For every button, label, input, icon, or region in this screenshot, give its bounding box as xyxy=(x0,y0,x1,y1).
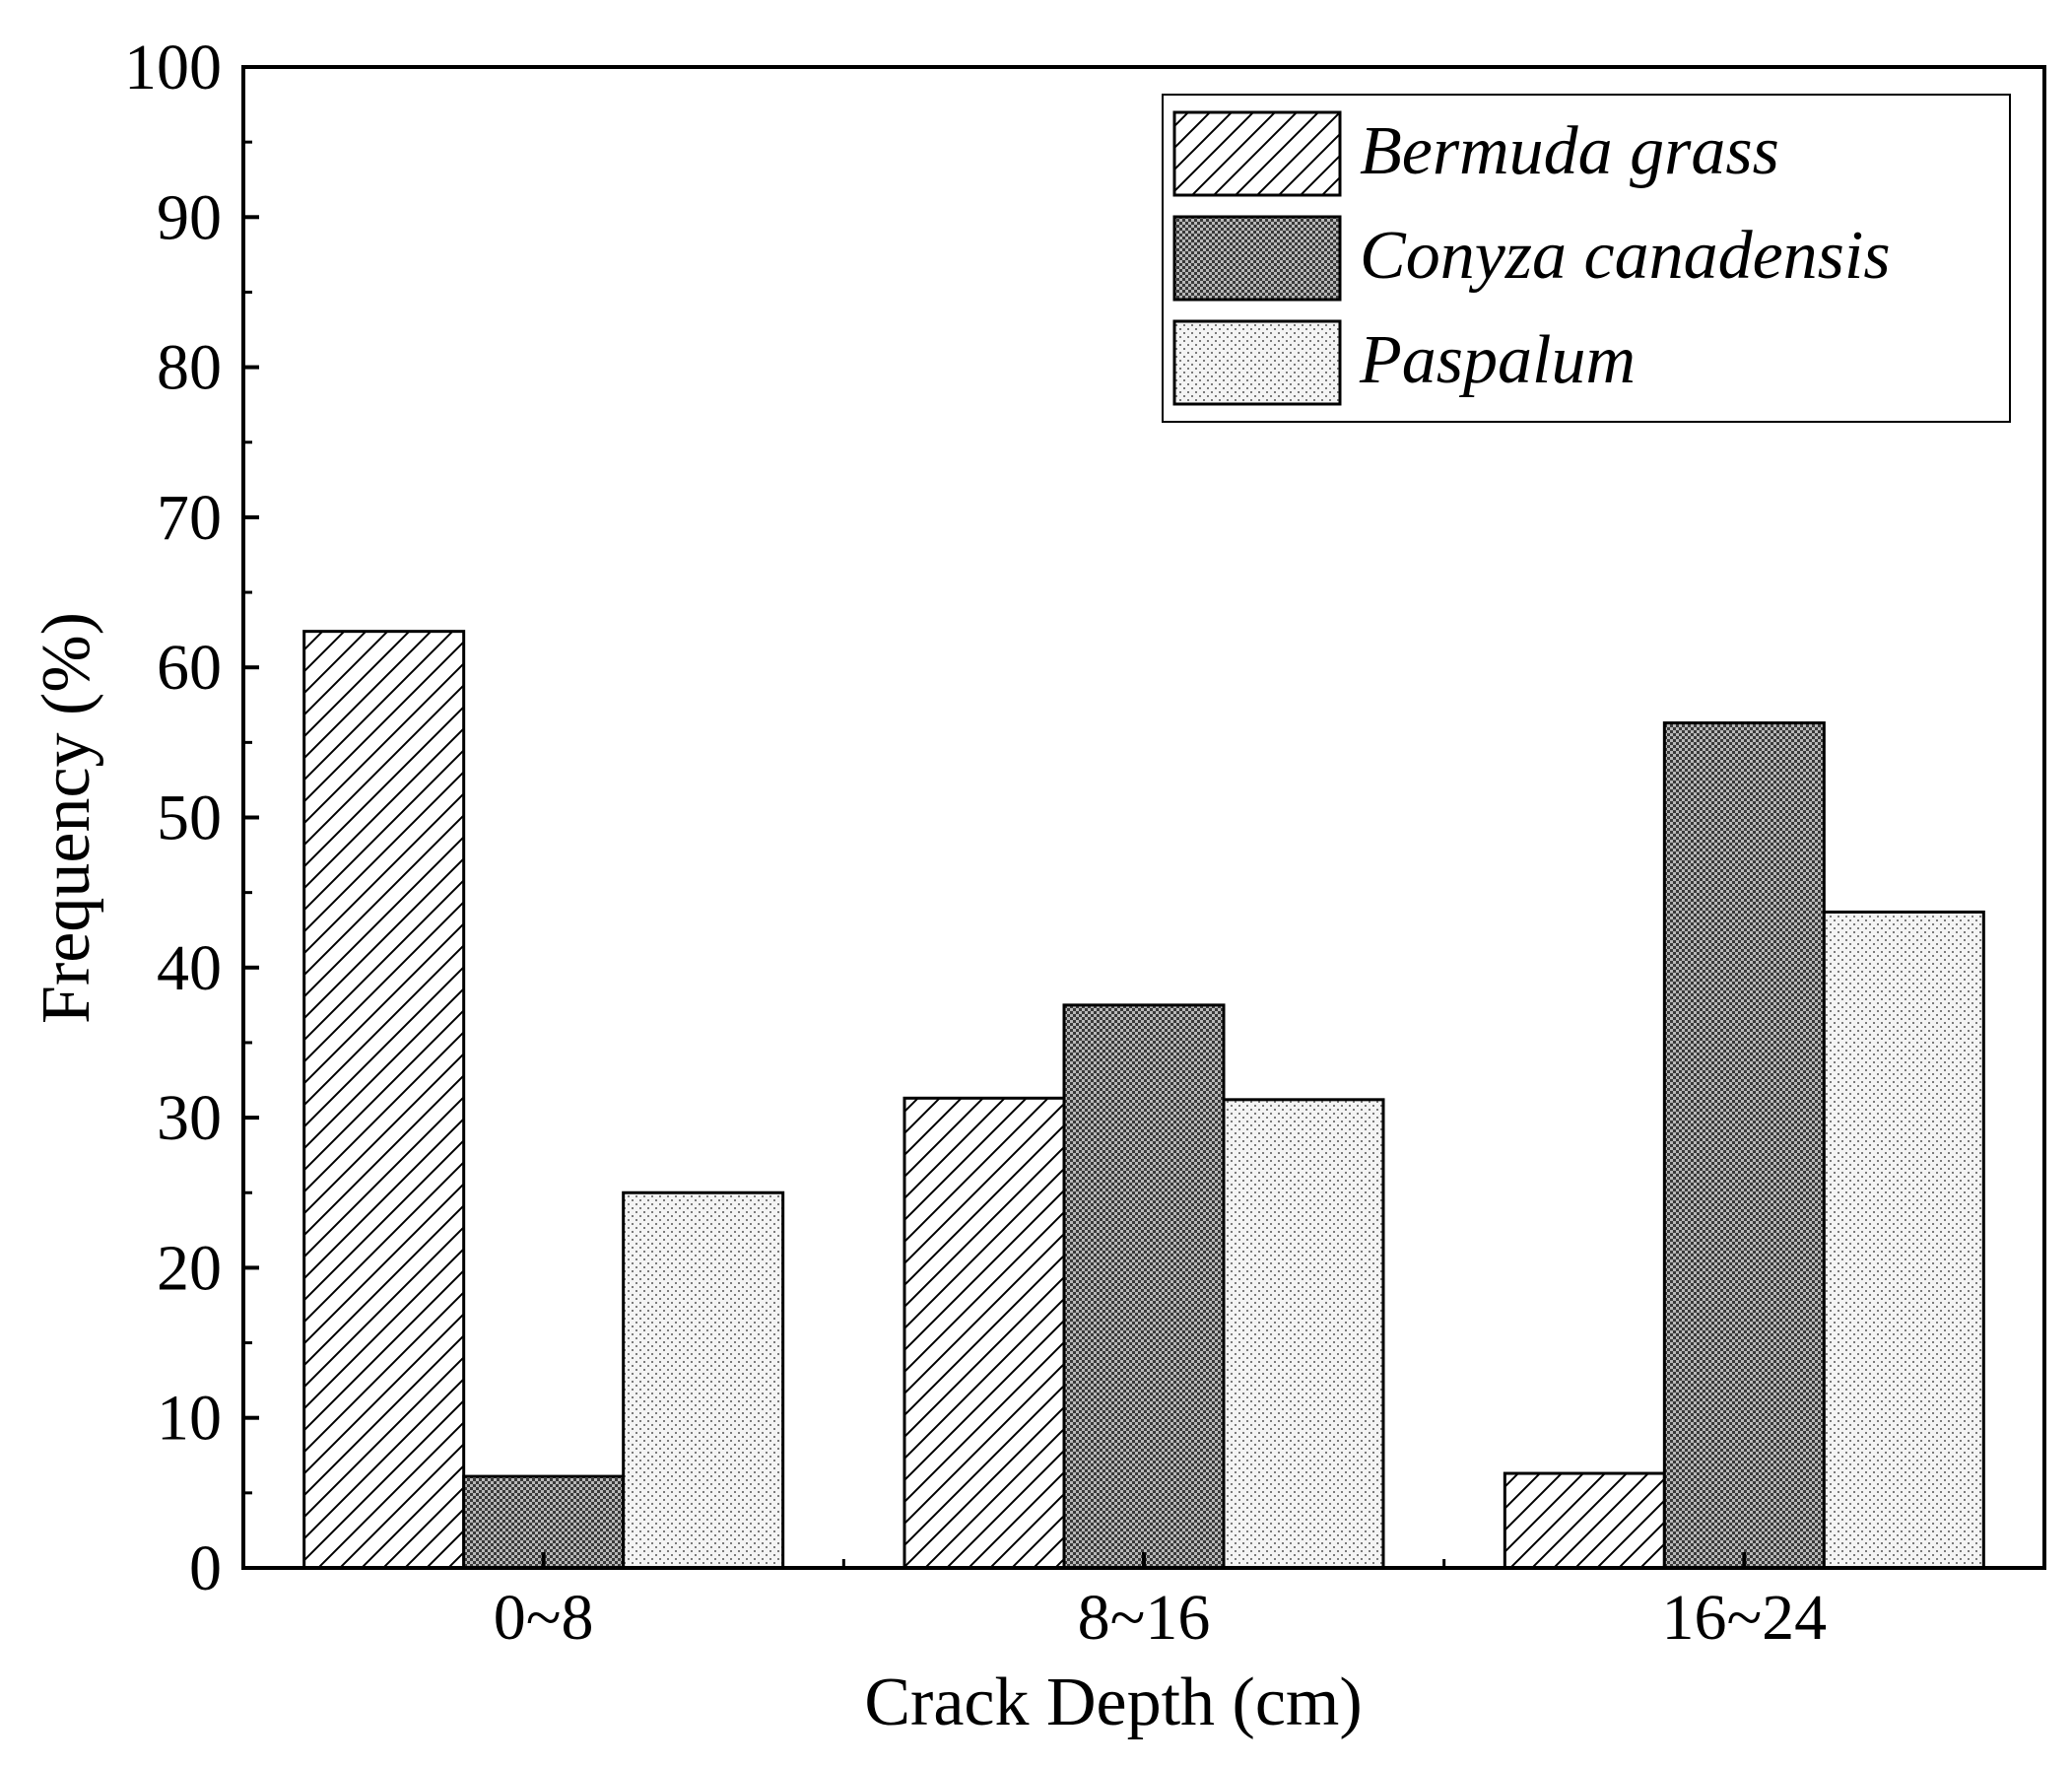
legend-label: Conyza canadensis xyxy=(1360,218,1891,294)
legend-swatch xyxy=(1172,110,1342,197)
legend-swatch xyxy=(1172,319,1342,406)
y-axis-title: Frequency (%) xyxy=(29,612,104,1024)
bars-group xyxy=(302,630,1985,1570)
y-tick-label: 100 xyxy=(124,32,222,103)
y-tick-label: 30 xyxy=(157,1082,222,1154)
y-tick-label: 10 xyxy=(157,1383,222,1455)
bar-bermuda-grass-3 xyxy=(1503,1471,1666,1570)
ticks-group xyxy=(243,65,1747,1570)
x-tick-labels: 0~8 8~16 16~24 xyxy=(494,1582,1827,1654)
bar-bermuda-grass-2 xyxy=(902,1096,1066,1570)
x-tick-label: 0~8 xyxy=(494,1582,594,1654)
bar-bermuda-grass-1 xyxy=(302,630,466,1570)
y-tick-label: 40 xyxy=(157,932,222,1004)
bar-paspalum-2 xyxy=(1222,1098,1385,1570)
x-axis-title: Crack Depth (cm) xyxy=(864,1665,1362,1740)
bar-paspalum-1 xyxy=(622,1190,785,1570)
bar-conyza-canadensis-2 xyxy=(1062,1003,1226,1570)
legend-label: Paspalum xyxy=(1359,322,1636,398)
y-tick-label: 20 xyxy=(157,1232,222,1304)
y-tick-label: 70 xyxy=(157,482,222,554)
y-tick-label: 0 xyxy=(189,1532,222,1604)
y-tick-label: 90 xyxy=(157,181,222,253)
x-tick-label: 8~16 xyxy=(1078,1582,1211,1654)
x-tick-label: 16~24 xyxy=(1661,1582,1827,1654)
bar-conyza-canadensis-3 xyxy=(1662,721,1826,1570)
legend-swatch xyxy=(1172,215,1342,302)
legend: Bermuda grass Conyza canadensis Paspalum xyxy=(1162,94,2011,423)
bar-paspalum-3 xyxy=(1822,910,1985,1570)
y-tick-labels: 0 10 20 30 40 50 60 70 80 90 100 xyxy=(124,32,222,1604)
y-tick-label: 80 xyxy=(157,332,222,404)
legend-label: Bermuda grass xyxy=(1360,113,1779,189)
y-tick-label: 60 xyxy=(157,632,222,704)
y-tick-label: 50 xyxy=(157,782,222,854)
